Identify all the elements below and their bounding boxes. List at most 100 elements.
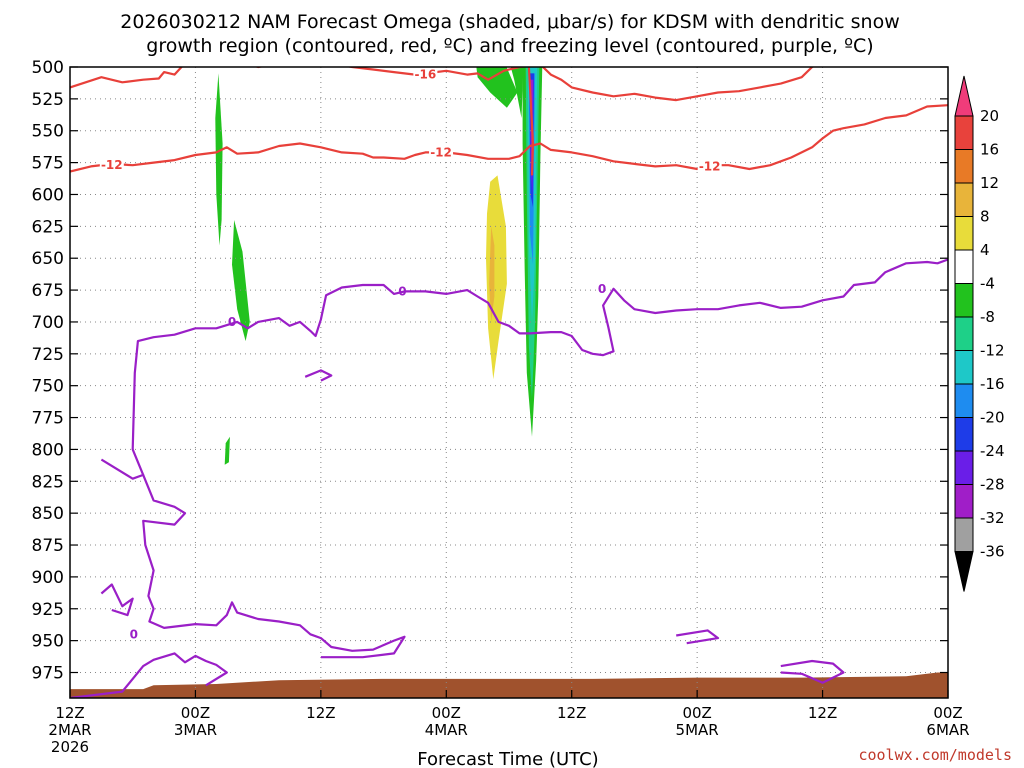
y-tick-label: 875 bbox=[32, 536, 64, 556]
purple-contour-4 bbox=[304, 369, 333, 382]
y-tick-label: 500 bbox=[32, 58, 64, 78]
colorbar-label: -36 bbox=[980, 543, 1005, 561]
omega-region-4 bbox=[510, 67, 524, 118]
ground-surface bbox=[70, 672, 948, 698]
y-tick-label: 600 bbox=[32, 185, 64, 205]
colorbar-label: 8 bbox=[980, 208, 990, 226]
y-tick-label: 525 bbox=[32, 90, 64, 110]
colorbar-label: -16 bbox=[980, 375, 1005, 393]
x-tick-label: 12Z bbox=[55, 704, 84, 722]
colorbar-swatch bbox=[954, 450, 974, 485]
red-contour-label-0: -16 bbox=[415, 68, 437, 82]
colorbar-swatch bbox=[954, 517, 974, 552]
colorbar-swatch bbox=[954, 350, 974, 385]
red-contour-label-bg-extra-2 bbox=[99, 158, 124, 173]
red-contour-label-bg-1 bbox=[429, 145, 454, 160]
colorbar-swatch bbox=[954, 316, 974, 351]
colorbar-swatch bbox=[954, 216, 974, 251]
colorbar-label: -28 bbox=[980, 476, 1005, 494]
x-tick-label: 00Z bbox=[432, 704, 461, 722]
x-tick-label: 12Z bbox=[808, 704, 837, 722]
purple-contour-6 bbox=[780, 659, 845, 684]
colorbar-label: 4 bbox=[980, 241, 990, 259]
red-contour-label-bg-extra-1 bbox=[697, 159, 722, 174]
x-tick-label: 12Z bbox=[306, 704, 335, 722]
x-tick-label: 3MAR bbox=[174, 721, 217, 739]
y-tick-label: 975 bbox=[32, 664, 64, 684]
colorbar-label: 12 bbox=[980, 174, 999, 192]
omega-region-0 bbox=[215, 73, 223, 246]
omega-region-3 bbox=[476, 67, 518, 108]
x-tick-label: 00Z bbox=[933, 704, 962, 722]
chart-title-line-2: growth region (contoured, red, ºC) and f… bbox=[146, 35, 873, 57]
red-contour-label-extra-1: -12 bbox=[699, 159, 721, 173]
x-tick-label: 2026 bbox=[51, 738, 89, 756]
plot-frame bbox=[69, 66, 949, 699]
y-tick-label: 775 bbox=[32, 409, 64, 429]
red-contour-label-extra-2: -12 bbox=[101, 158, 123, 172]
colorbar-label: 20 bbox=[980, 107, 999, 125]
y-tick-label: 650 bbox=[32, 249, 64, 269]
y-tick-label: 675 bbox=[32, 281, 64, 301]
x-axis-label: Forecast Time (UTC) bbox=[417, 749, 598, 768]
x-tick-label: 5MAR bbox=[676, 721, 719, 739]
y-tick-label: 750 bbox=[32, 377, 64, 397]
x-tick-label: 4MAR bbox=[425, 721, 468, 739]
colorbar-swatch bbox=[954, 182, 974, 217]
red-contour-1 bbox=[70, 104, 948, 173]
y-tick-label: 575 bbox=[32, 154, 64, 174]
y-tick-label: 550 bbox=[32, 122, 64, 142]
purple-contour-label-3: 0 bbox=[398, 284, 406, 298]
colorbar-label: -4 bbox=[980, 275, 995, 293]
colorbar-label: -20 bbox=[980, 409, 1005, 427]
y-tick-label: 625 bbox=[32, 217, 64, 237]
purple-contour-0 bbox=[70, 652, 228, 698]
omega-region-6 bbox=[489, 226, 495, 322]
y-tick-label: 850 bbox=[32, 504, 64, 524]
y-tick-label: 950 bbox=[32, 632, 64, 652]
colorbar-label: -24 bbox=[980, 442, 1005, 460]
colorbar-swatch bbox=[954, 484, 974, 519]
y-tick-label: 825 bbox=[32, 472, 64, 492]
purple-contour-1 bbox=[100, 583, 134, 617]
colorbar-swatch bbox=[954, 115, 974, 150]
colorbar-swatch bbox=[954, 149, 974, 184]
omega-region-1 bbox=[232, 220, 250, 342]
x-tick-label: 00Z bbox=[181, 704, 210, 722]
red-contour-0 bbox=[70, 67, 815, 102]
colorbar-swatch bbox=[954, 283, 974, 318]
purple-contour-label-extra-1: 0 bbox=[130, 627, 138, 641]
colorbar-swatch bbox=[954, 249, 974, 284]
y-tick-label: 725 bbox=[32, 345, 64, 365]
colorbar-label: -8 bbox=[980, 308, 995, 326]
omega-colorbar: 20 16 12 8 4 -4 -8 -12 -16 -20 -24 -28 -32 -36 bbox=[954, 75, 1005, 592]
omega-region-2 bbox=[224, 436, 230, 465]
purple-contour-label-extra-0: 0 bbox=[598, 282, 606, 296]
y-tick-label: 925 bbox=[32, 600, 64, 620]
colorbar-swatch bbox=[954, 417, 974, 452]
plot-clip-group: -16 -12 -12 -12 0 0 0 0 bbox=[70, 67, 948, 698]
purple-contour-label-0: 0 bbox=[228, 315, 236, 329]
colorbar-swatch bbox=[954, 383, 974, 418]
plot-area: -16 -12 -12 -12 0 0 0 0 500 525 550 575 600 625 650 675… bbox=[32, 58, 970, 756]
omega-region-5 bbox=[486, 175, 507, 380]
x-tick-label: 6MAR bbox=[926, 721, 969, 739]
y-tick-label: 700 bbox=[32, 313, 64, 333]
chart-title-line-1: 2026030212 NAM Forecast Omega (shaded, μ… bbox=[120, 11, 900, 33]
red-contour-2 bbox=[527, 67, 535, 176]
x-tick-label: 12Z bbox=[557, 704, 586, 722]
colorbar-top-arrow bbox=[954, 75, 974, 117]
x-tick-label: 2MAR bbox=[48, 721, 91, 739]
x-tick-label: 00Z bbox=[682, 704, 711, 722]
credit-text: coolwx.com/models bbox=[858, 746, 1012, 764]
purple-contour-5 bbox=[676, 629, 720, 645]
red-contour-label-bg-0 bbox=[413, 67, 438, 82]
colorbar-bottom-arrow bbox=[954, 551, 974, 592]
colorbar-label: -32 bbox=[980, 509, 1005, 527]
purple-contour-2 bbox=[142, 474, 406, 659]
colorbar-label: 16 bbox=[980, 141, 999, 159]
red-contour-label-1: -12 bbox=[430, 145, 452, 159]
colorbar-label: -12 bbox=[980, 342, 1005, 360]
y-tick-label: 900 bbox=[32, 568, 64, 588]
